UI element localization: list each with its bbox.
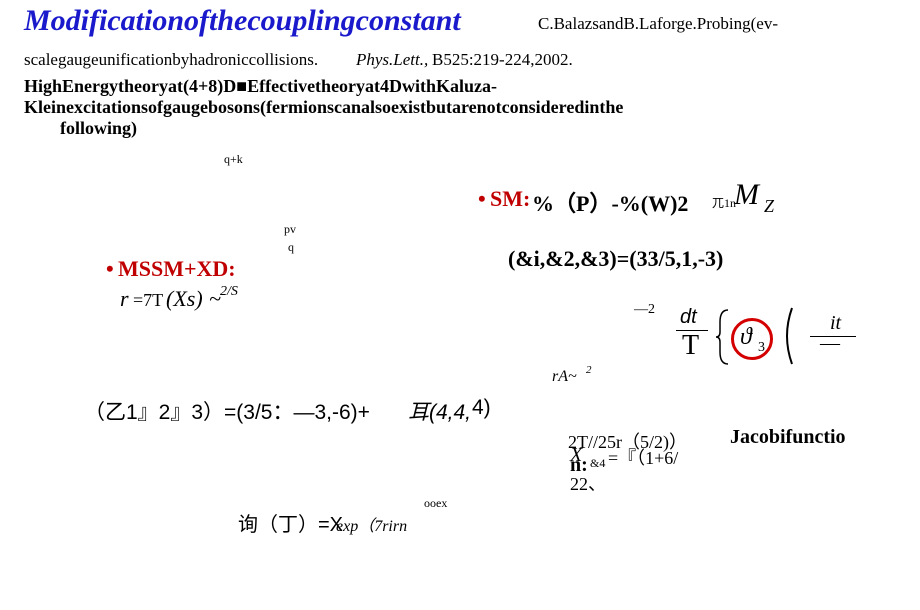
jacobi-22: 22、: [570, 470, 606, 496]
jacobi-x: X: [570, 444, 582, 467]
jacobi-amp4: &4: [590, 456, 605, 471]
anno-ooex: ooex: [424, 496, 447, 511]
page-title: Modificationofthecouplingconstant: [24, 4, 461, 38]
jacobi-eq: =『（1+6/: [608, 444, 678, 470]
big-paren: [778, 306, 796, 366]
mssm-eq-eq: =7T: [133, 290, 163, 311]
mssm-label: MSSM+XD:: [118, 256, 236, 282]
sm-mz-z: Z: [764, 196, 774, 217]
mssm-bullet: •: [106, 256, 114, 282]
body-line2: Kleinexcitationsofgaugebosons(fermionsca…: [24, 97, 623, 118]
sm-bullet: •: [478, 186, 486, 212]
body-line1: HighEnergytheoryat(4+8)D■Effectivetheory…: [24, 76, 497, 97]
mssm-eq-exp: 2/S: [220, 284, 238, 300]
xun-ital: exp（7rirn: [336, 512, 407, 536]
frac-dt: dt: [680, 306, 697, 329]
tuple-eq: (&i,&2,&3)=(33/5,1,-3): [508, 246, 723, 272]
frac-neg2: —2: [634, 302, 655, 318]
frac-T: T: [682, 330, 699, 362]
citation-line2-italic: Phys.Lett.,: [356, 50, 428, 70]
sm-eq-tc: 兀1n: [712, 194, 736, 211]
anno-pv: pv: [284, 222, 296, 237]
frac-it-bar: [810, 336, 856, 337]
zeta-eq: （乙1』2』3）=(3/5：—3,-6)+: [84, 396, 370, 426]
sm-eq-pw: %（P）-%(W)2: [532, 186, 688, 218]
theta-circle: [731, 318, 773, 360]
citation-line2-tail: B525:219-224,2002.: [432, 50, 573, 70]
zeta-tail-end: 4): [472, 396, 491, 420]
citation-line1: C.BalazsandB.Laforge.Probing(ev-: [538, 14, 778, 34]
frac-ra: rA~: [552, 368, 577, 386]
jacobi-bold: Jacobifunctio: [730, 426, 846, 449]
anno-q: q: [288, 240, 294, 255]
mssm-eq-xs: (Xs): [166, 286, 203, 312]
frac-ra-sup: 2: [586, 364, 592, 376]
citation-line2a: scalegaugeunificationbyhadroniccollision…: [24, 50, 318, 70]
sm-label: SM:: [490, 186, 530, 212]
mssm-eq-r: r: [120, 286, 129, 312]
body-line3: following): [60, 118, 137, 139]
anno-qk: q+k: [224, 152, 243, 167]
sm-mz-m: M: [734, 178, 759, 212]
zeta-tail-ital: 耳(4,4,: [408, 396, 471, 426]
brace-left: [714, 308, 732, 366]
xun-eq: 询（丁）=X: [238, 508, 343, 537]
